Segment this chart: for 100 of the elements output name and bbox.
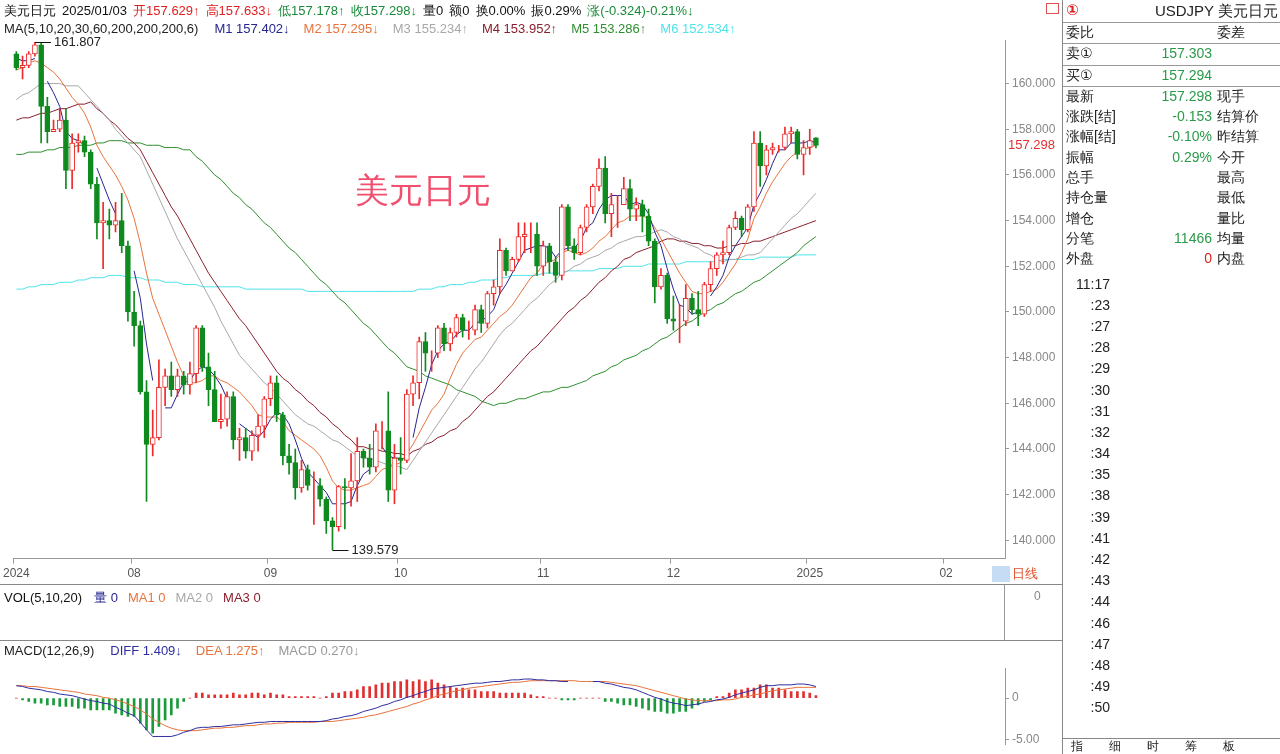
- text: 量 0: [94, 590, 118, 605]
- y-tick-label: 150.000: [1012, 304, 1056, 319]
- text: 板: [1223, 739, 1235, 753]
- text: 增仓: [1066, 209, 1094, 228]
- text: :43: [1090, 572, 1110, 589]
- y-tick-label: 144.000: [1012, 441, 1056, 456]
- x-axis-title: 日线: [1012, 565, 1038, 583]
- y-tick-label: 148.000: [1012, 349, 1056, 364]
- text: 外盘: [1066, 250, 1094, 269]
- text: :29: [1090, 360, 1110, 377]
- text: DEA 1.275↑: [195, 643, 265, 658]
- y-tick-label: 156.000: [1012, 167, 1056, 182]
- text: -0.153: [1172, 108, 1212, 125]
- text: 昨结算: [1217, 128, 1259, 147]
- annotation: 139.579: [351, 542, 399, 558]
- text: 筹: [1185, 739, 1197, 753]
- text: 157.298: [1008, 136, 1055, 152]
- text: 低157.178↑: [278, 3, 345, 18]
- text: M4 153.952↑: [481, 21, 558, 36]
- y-tick-label: 160.000: [1012, 75, 1056, 90]
- text: 额0: [449, 3, 470, 18]
- text: 157.303: [1161, 45, 1212, 62]
- text: :49: [1090, 678, 1110, 695]
- text: :31: [1090, 402, 1110, 419]
- text: 0.29%: [1172, 148, 1212, 165]
- text: MA1 0: [127, 590, 166, 605]
- text: 157.298: [1161, 87, 1212, 104]
- text: 现手: [1217, 87, 1245, 106]
- text: M2 157.295↓: [303, 21, 379, 36]
- text: 收157.298↓: [350, 3, 418, 18]
- text: 内盘: [1217, 250, 1245, 269]
- text: 最低: [1217, 189, 1245, 208]
- x-tick-label: 09: [263, 566, 278, 581]
- x-tick-label: 08: [127, 566, 142, 581]
- text: 时: [1147, 739, 1159, 753]
- text: 高157.633↓: [205, 3, 273, 18]
- text: 换0.00%: [475, 3, 526, 18]
- text: :35: [1090, 466, 1110, 483]
- text: 均量: [1217, 229, 1245, 248]
- text: 美元日元: [4, 3, 56, 18]
- text: MACD 0.270↓: [278, 643, 360, 658]
- text: 委比: [1066, 24, 1094, 42]
- text: MA2 0: [175, 590, 214, 605]
- x-tick-label: 2025: [796, 566, 824, 581]
- text: :44: [1090, 593, 1110, 610]
- text: 量0: [423, 3, 444, 18]
- text: 振0.29%: [531, 3, 582, 18]
- text: -0.10%: [1167, 128, 1212, 145]
- y-tick-label: 152.000: [1012, 258, 1056, 273]
- text: 最高: [1217, 169, 1245, 188]
- y-tick-label: 158.000: [1012, 121, 1056, 136]
- text: 最新: [1066, 87, 1094, 106]
- text: 涨跌[结]: [1066, 108, 1116, 127]
- text: ①: [1066, 1, 1079, 19]
- text: 涨(-0.324)-0.21%↓: [587, 3, 694, 18]
- text: M3 155.234↑: [392, 21, 468, 36]
- text: 总手: [1066, 169, 1094, 188]
- x-tick-label: 10: [393, 566, 408, 581]
- y-tick-label: 146.000: [1012, 395, 1056, 410]
- text: 涨幅[结]: [1066, 128, 1116, 147]
- y-tick-label: 0: [1012, 690, 1019, 705]
- text: 0: [1204, 250, 1212, 267]
- y-tick-label: -5.00: [1012, 732, 1040, 747]
- text: 结算价: [1217, 108, 1259, 127]
- text: DIFF 1.409↓: [110, 643, 182, 658]
- x-tick-label: 02: [939, 566, 954, 581]
- text: 开157.629↑: [133, 3, 200, 18]
- text: :30: [1090, 381, 1110, 398]
- x-tick-label: 11: [536, 566, 550, 581]
- text: 买①: [1066, 66, 1093, 85]
- text: 157.294: [1161, 66, 1212, 83]
- text: 今开: [1217, 148, 1245, 167]
- x-tick-label: 2024: [3, 566, 31, 581]
- text: 振幅: [1066, 148, 1094, 167]
- text: 分笔: [1066, 229, 1094, 248]
- text: :39: [1090, 508, 1110, 525]
- text: :41: [1090, 529, 1110, 546]
- annotation: 161.807: [53, 34, 101, 50]
- y-tick-label: 140.000: [1012, 532, 1056, 547]
- text: 2025/01/03: [62, 3, 128, 18]
- text: :27: [1090, 317, 1110, 334]
- text: M5 153.286↑: [571, 21, 647, 36]
- text: :34: [1090, 445, 1110, 462]
- legend-title: MACD(12,26,9): [4, 643, 95, 658]
- y-tick-label: 154.000: [1012, 212, 1056, 227]
- text: 11:17: [1076, 275, 1110, 292]
- text: 美元日元: [355, 170, 491, 211]
- text: VOL(5,10,20): [4, 590, 83, 605]
- text: 细: [1109, 739, 1121, 753]
- y-tick-label: 142.000: [1012, 486, 1056, 501]
- text: :48: [1090, 656, 1110, 673]
- text: :42: [1090, 551, 1110, 567]
- text: :28: [1090, 339, 1110, 356]
- text: 量比: [1217, 209, 1245, 228]
- text: M1 157.402↓: [214, 21, 290, 36]
- text: M6 152.534↑: [660, 21, 736, 36]
- legend-title: MA(5,10,20,30,60,200,200,200,6): [4, 21, 199, 36]
- text: MA3 0: [223, 590, 261, 605]
- text: :32: [1090, 423, 1110, 440]
- text: :23: [1090, 296, 1110, 313]
